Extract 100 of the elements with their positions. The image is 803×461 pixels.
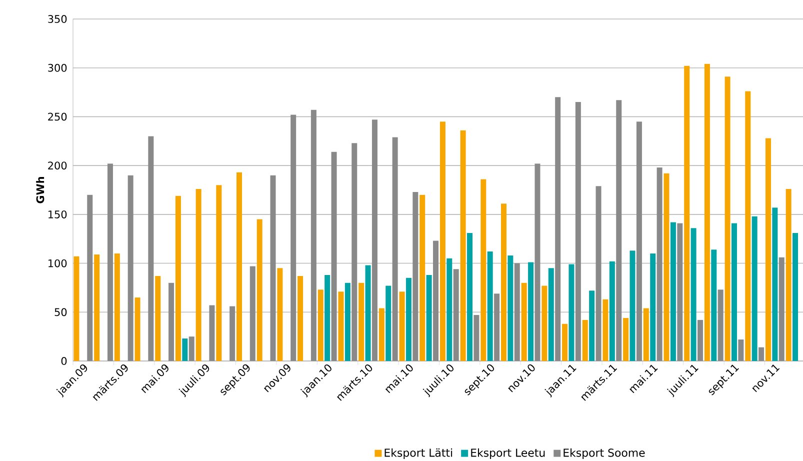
y-tick-label: 200 <box>48 162 67 170</box>
bar <box>650 254 656 361</box>
bar <box>684 66 690 361</box>
bar <box>386 286 392 361</box>
bar <box>209 305 215 361</box>
bar <box>778 257 784 361</box>
bar <box>216 185 222 361</box>
bar <box>738 339 744 361</box>
bar <box>460 130 466 361</box>
bar <box>352 143 358 361</box>
bar <box>420 194 426 361</box>
bar <box>440 122 446 361</box>
bar <box>623 318 629 361</box>
bar <box>758 347 764 361</box>
y-axis-title: GWh <box>36 177 44 204</box>
bar <box>298 276 304 361</box>
bar <box>148 136 154 361</box>
bar <box>467 232 472 361</box>
bar <box>534 164 540 361</box>
bar <box>542 286 548 361</box>
bar <box>196 189 202 361</box>
bar <box>94 254 100 361</box>
legend-label: Eksport Soome <box>564 448 645 459</box>
y-tick-label: 350 <box>48 15 67 23</box>
bar <box>596 186 602 361</box>
bar <box>406 278 412 361</box>
bar <box>609 261 615 361</box>
bar <box>575 102 581 361</box>
bar <box>344 282 350 361</box>
bar <box>562 324 568 361</box>
bar <box>724 76 730 361</box>
bar <box>74 256 80 361</box>
bar <box>765 138 771 361</box>
bar <box>331 152 337 361</box>
bar <box>399 292 405 361</box>
bar <box>521 282 527 361</box>
bar <box>664 173 670 361</box>
bar <box>175 196 181 361</box>
bar <box>433 240 439 361</box>
bar <box>745 91 751 361</box>
y-tick-label: 250 <box>48 112 67 121</box>
bar <box>704 64 710 361</box>
bar <box>792 232 798 361</box>
bar <box>731 223 737 361</box>
bar <box>446 258 452 361</box>
bar <box>480 179 486 361</box>
bar <box>128 175 134 361</box>
bar <box>412 192 418 361</box>
y-tick-label: 100 <box>48 259 67 268</box>
bar <box>290 114 296 361</box>
bar <box>528 262 534 361</box>
bar <box>378 308 384 361</box>
bar <box>786 189 792 361</box>
bar <box>365 265 371 361</box>
bar <box>555 97 561 361</box>
bar <box>630 250 636 361</box>
bar <box>508 255 514 361</box>
y-tick-label: 150 <box>48 210 67 218</box>
bar <box>636 122 642 361</box>
bar <box>114 254 120 361</box>
bar <box>392 137 398 361</box>
bar <box>182 338 188 361</box>
bar <box>752 216 758 361</box>
bar <box>250 266 256 361</box>
bar <box>677 223 683 361</box>
bar <box>494 294 500 361</box>
bar <box>87 194 93 361</box>
bar <box>310 110 316 361</box>
bar <box>772 208 778 361</box>
bar <box>643 308 649 361</box>
bar <box>230 306 236 361</box>
bar <box>500 204 506 361</box>
bar <box>256 219 262 361</box>
bar <box>338 292 344 361</box>
bar <box>711 250 717 361</box>
bar <box>236 172 242 361</box>
bar <box>318 290 324 361</box>
bar <box>670 222 676 361</box>
bar <box>270 175 276 361</box>
bar <box>718 290 724 361</box>
bar <box>514 263 520 361</box>
bar <box>453 269 459 361</box>
bar <box>372 120 378 361</box>
bar <box>602 299 608 361</box>
bar <box>426 274 432 361</box>
bar <box>656 168 662 361</box>
bar <box>698 320 703 361</box>
bar <box>168 282 174 361</box>
bar <box>589 290 595 361</box>
bar <box>487 252 493 361</box>
y-tick-label: 50 <box>54 308 67 316</box>
y-tick-label: 300 <box>48 64 67 72</box>
bar <box>582 320 588 361</box>
bar <box>690 228 696 361</box>
bar <box>474 315 480 361</box>
bar <box>548 268 554 361</box>
bar <box>358 282 364 361</box>
bar <box>568 264 574 361</box>
legend-label: Eksport Lätti <box>384 448 452 459</box>
bar <box>107 164 113 361</box>
